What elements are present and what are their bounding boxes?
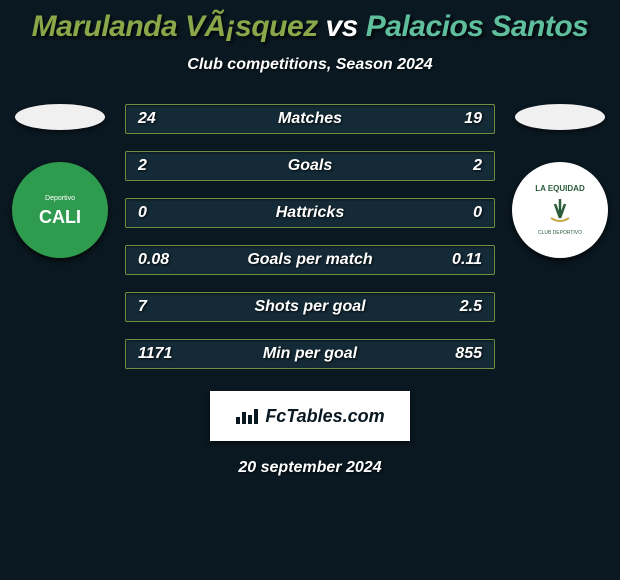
- stat-row: 0.08Goals per match0.11: [125, 245, 495, 275]
- stat-value-left: 0: [138, 204, 147, 222]
- stat-label: Shots per goal: [126, 298, 494, 316]
- right-player-column: LA EQUIDAD CLUB DEPORTIVO: [500, 104, 620, 258]
- stat-label: Goals per match: [126, 251, 494, 269]
- content-area: Deportivo CALI LA EQUIDAD CLUB DEPORTIVO…: [0, 104, 620, 369]
- stat-value-left: 7: [138, 298, 147, 316]
- right-club-badge: LA EQUIDAD CLUB DEPORTIVO: [512, 162, 608, 258]
- subtitle: Club competitions, Season 2024: [0, 56, 620, 74]
- stat-label: Hattricks: [126, 204, 494, 222]
- player1-name: Marulanda VÃ¡squez: [32, 10, 318, 43]
- stat-value-right: 2: [473, 157, 482, 175]
- left-nationality-flag-icon: [15, 104, 105, 130]
- stat-value-right: 0.11: [452, 251, 482, 269]
- stat-value-right: 855: [455, 345, 482, 363]
- vs-text: vs: [318, 10, 366, 43]
- stat-label: Goals: [126, 157, 494, 175]
- right-club-badge-text: LA EQUIDAD CLUB DEPORTIVO: [535, 185, 584, 236]
- stat-label: Matches: [126, 110, 494, 128]
- player2-name: Palacios Santos: [366, 10, 589, 43]
- stat-row: 1171Min per goal855: [125, 339, 495, 369]
- stat-value-left: 0.08: [138, 251, 169, 269]
- stat-row: 24Matches19: [125, 104, 495, 134]
- stat-value-right: 2.5: [460, 298, 482, 316]
- stat-value-right: 19: [464, 110, 482, 128]
- stat-value-right: 0: [473, 204, 482, 222]
- fctables-logo[interactable]: FcTables.com: [210, 391, 410, 441]
- stat-value-left: 1171: [138, 345, 172, 363]
- stat-row: 0Hattricks0: [125, 198, 495, 228]
- stat-label: Min per goal: [126, 345, 494, 363]
- comparison-title: Marulanda VÃ¡squez vs Palacios Santos: [0, 0, 620, 44]
- left-club-badge: Deportivo CALI: [12, 162, 108, 258]
- right-nationality-flag-icon: [515, 104, 605, 130]
- bar-chart-icon: [235, 407, 261, 425]
- infographic-date: 20 september 2024: [0, 459, 620, 477]
- footer-brand-text: FcTables.com: [265, 406, 384, 427]
- stat-row: 2Goals2: [125, 151, 495, 181]
- stat-value-left: 24: [138, 110, 156, 128]
- stat-row: 7Shots per goal2.5: [125, 292, 495, 322]
- left-club-badge-text: Deportivo CALI: [39, 195, 81, 226]
- stats-table: 24Matches19 2Goals2 0Hattricks0 0.08Goals p…: [125, 104, 495, 369]
- left-player-column: Deportivo CALI: [0, 104, 120, 258]
- stat-value-left: 2: [138, 157, 147, 175]
- right-club-crest-icon: [545, 196, 575, 226]
